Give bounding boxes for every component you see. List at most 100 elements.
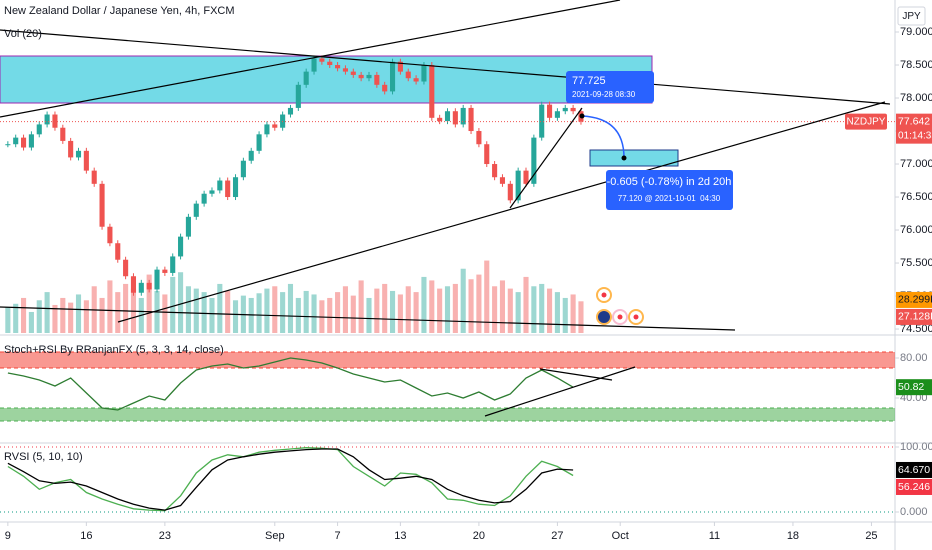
rvsi-title: RVSI (5, 10, 10) xyxy=(4,451,83,463)
volume-bar xyxy=(547,288,553,333)
x-tick-label: 7 xyxy=(335,530,341,542)
volume-bar xyxy=(358,280,364,333)
volume-bar xyxy=(185,286,191,333)
indicator-line xyxy=(7,448,574,511)
last-price-box xyxy=(896,113,932,144)
countdown: 01:14:35 xyxy=(898,130,932,141)
volume-bar xyxy=(264,288,270,333)
volume-bar xyxy=(170,276,176,333)
volume-bar xyxy=(52,304,58,333)
volume-bar xyxy=(83,300,89,333)
candle xyxy=(413,78,419,82)
trend-line xyxy=(509,107,583,209)
candle xyxy=(21,137,27,148)
trend-line xyxy=(484,366,636,417)
indicator-value-box xyxy=(896,478,932,495)
volume-bar xyxy=(444,286,451,333)
candle xyxy=(44,114,50,125)
volume-bar xyxy=(382,283,388,333)
candle xyxy=(60,127,66,141)
volume-bar xyxy=(484,260,490,333)
volume-bar xyxy=(75,294,82,333)
event-icon[interactable] xyxy=(596,309,612,325)
candle xyxy=(107,226,113,244)
x-tick-label: Sep xyxy=(265,530,285,542)
volume-bar xyxy=(178,272,184,333)
volume-bar xyxy=(389,290,396,333)
target-label: 77.120 @ 2021-10-01 04:30 xyxy=(618,194,721,203)
volume-bar xyxy=(413,292,419,333)
volume-bar xyxy=(232,300,239,333)
x-tick-label: 25 xyxy=(865,530,877,542)
volume-bar xyxy=(5,307,11,333)
candle xyxy=(287,107,294,115)
candle xyxy=(562,107,568,112)
volume-bar xyxy=(539,283,545,333)
volume-bar xyxy=(44,292,50,333)
candle xyxy=(374,74,380,85)
symbol-tag: NZDJPY xyxy=(847,116,886,127)
candle xyxy=(248,150,254,161)
y-tick-label: 77.000 xyxy=(900,158,932,170)
stoch-title: Stoch+RSI By RRanjanFX (5, 3, 3, 14, clo… xyxy=(4,344,224,356)
x-tick-label: Oct xyxy=(612,530,629,542)
volume-bar xyxy=(115,292,121,333)
volume-bar xyxy=(295,297,301,333)
candle xyxy=(83,150,89,171)
candle xyxy=(484,144,490,165)
candle xyxy=(13,137,19,145)
candle xyxy=(68,140,74,158)
volume-bar xyxy=(248,297,254,333)
candle xyxy=(75,150,82,158)
candle xyxy=(429,65,435,118)
candle xyxy=(264,124,270,135)
candle xyxy=(515,170,521,201)
candle xyxy=(468,107,474,132)
candle xyxy=(91,170,97,184)
candle xyxy=(492,164,498,178)
trend-line xyxy=(0,306,736,331)
candle xyxy=(342,68,348,72)
candle xyxy=(209,190,215,194)
volume-bar xyxy=(107,280,113,333)
candle xyxy=(36,124,42,135)
volume-bar xyxy=(523,276,529,333)
volume-bar xyxy=(531,286,537,333)
candle xyxy=(154,269,160,290)
volume-bar xyxy=(60,297,66,333)
volume-bar xyxy=(570,294,576,333)
band xyxy=(0,408,895,421)
volume-bar xyxy=(554,292,560,333)
volume-bar xyxy=(515,292,521,333)
y-tick-label: 78.000 xyxy=(900,92,932,104)
volume-bar xyxy=(437,288,443,333)
candle xyxy=(217,180,223,191)
volume-bar xyxy=(256,293,262,333)
candle xyxy=(225,180,231,198)
x-tick-label: 9 xyxy=(5,530,11,542)
supply-zone xyxy=(0,55,653,104)
volume-bar xyxy=(429,280,435,333)
candle xyxy=(232,177,239,198)
candle xyxy=(382,84,388,92)
volume-bar xyxy=(397,294,403,333)
symbol-tag-box xyxy=(845,113,887,130)
volume-last-label: 27.128K xyxy=(898,311,932,323)
price-label-box xyxy=(566,71,654,103)
volume-bar xyxy=(405,286,411,333)
candle xyxy=(460,107,466,125)
candle xyxy=(554,111,560,118)
candle xyxy=(280,114,286,128)
volume-bar xyxy=(68,302,74,333)
candle xyxy=(185,216,191,237)
currency-box[interactable] xyxy=(897,6,926,26)
candle xyxy=(123,259,129,277)
y-tick-label: 0.000 xyxy=(900,506,928,518)
projection-arrow xyxy=(581,115,625,159)
anchor-point xyxy=(621,155,627,161)
indicator-line xyxy=(7,447,574,512)
x-tick-label: 23 xyxy=(159,530,171,542)
candle xyxy=(130,276,137,293)
candle xyxy=(138,282,144,293)
